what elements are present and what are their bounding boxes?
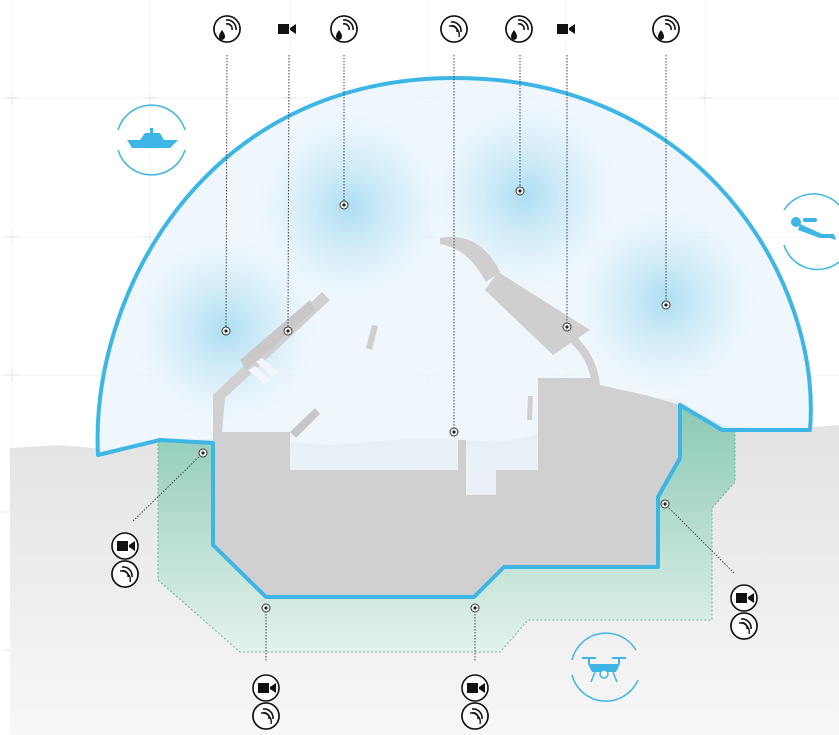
- sensor-leader-lines: [131, 54, 736, 662]
- icon-layer: [111, 15, 758, 730]
- coverage-zone: [258, 115, 442, 299]
- boat-badge: [117, 104, 186, 176]
- sensor-icon: [730, 612, 758, 640]
- sensor-point-center: [286, 329, 290, 333]
- camera-icon: [461, 674, 489, 702]
- sensor-points: [198, 186, 671, 613]
- submerged-structure: [213, 236, 680, 597]
- sensor-point-center: [264, 606, 268, 610]
- water-sensor-icon: [213, 15, 241, 43]
- sensor-point-center: [664, 303, 668, 307]
- camera-icon: [278, 24, 296, 34]
- camera-icon: [111, 532, 139, 560]
- sensor-point-center: [201, 451, 205, 455]
- drone-icon: [582, 657, 626, 683]
- sensor-point-center: [518, 189, 522, 193]
- sensor-point-center: [342, 203, 346, 207]
- sensor-point-center: [452, 430, 456, 434]
- boat-icon: [127, 128, 178, 148]
- camera-icon: [557, 24, 575, 34]
- water-sensor-icon: [505, 15, 533, 43]
- sensor-point-center: [565, 325, 569, 329]
- sensor-icon: [111, 560, 139, 588]
- sensor-icon: [252, 702, 280, 730]
- sensor-point-center: [224, 329, 228, 333]
- diver-badge: [783, 193, 839, 271]
- coverage-zone: [575, 210, 755, 390]
- dome-outline: [95, 76, 813, 599]
- coverage-zone: [433, 103, 617, 287]
- sensor-icon: [440, 15, 468, 43]
- water-sensor-icon: [652, 15, 680, 43]
- drone-badge: [571, 632, 639, 702]
- sensor-icon: [461, 702, 489, 730]
- sensor-coverage-zones: [135, 103, 755, 420]
- water-sensor-icon: [330, 15, 358, 43]
- camera-icon: [252, 674, 280, 702]
- camera-icon: [730, 584, 758, 612]
- diver-icon: [791, 217, 836, 240]
- sensor-point-center: [473, 606, 477, 610]
- sensor-point-center: [663, 502, 667, 506]
